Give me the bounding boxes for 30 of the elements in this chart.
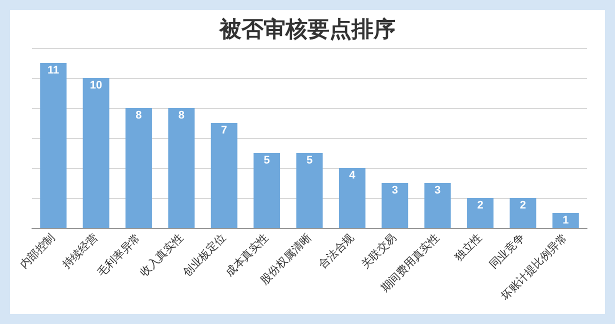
bar: [552, 213, 579, 228]
chart-title: 被否审核要点排序: [218, 16, 396, 42]
data-label: 8: [178, 110, 184, 122]
bar: [254, 153, 280, 228]
x-tick-label: 内部控制: [17, 231, 58, 272]
data-label: 5: [306, 154, 313, 166]
data-label: 2: [520, 200, 526, 212]
data-label: 2: [477, 200, 484, 212]
data-label: 3: [434, 184, 441, 196]
bar: [338, 168, 366, 228]
data-label: 1: [562, 214, 569, 226]
x-tick-label: 独立性: [452, 231, 485, 264]
data-label: 8: [136, 110, 142, 122]
bar: [467, 198, 494, 228]
bar: [82, 78, 110, 228]
bar: [210, 123, 238, 228]
bar: [40, 63, 67, 228]
data-label: 10: [90, 80, 102, 92]
data-label: 7: [221, 124, 228, 136]
data-label: 5: [264, 154, 270, 166]
bar: [382, 183, 408, 228]
data-label: 11: [48, 64, 60, 76]
bar: [168, 108, 195, 228]
bar: [510, 198, 536, 228]
bar: [424, 183, 451, 228]
data-label: 4: [349, 170, 356, 182]
data-label: 3: [392, 184, 398, 196]
x-tick-label: 合法合规: [316, 231, 356, 272]
bar: [296, 153, 323, 228]
bar: [125, 108, 152, 228]
